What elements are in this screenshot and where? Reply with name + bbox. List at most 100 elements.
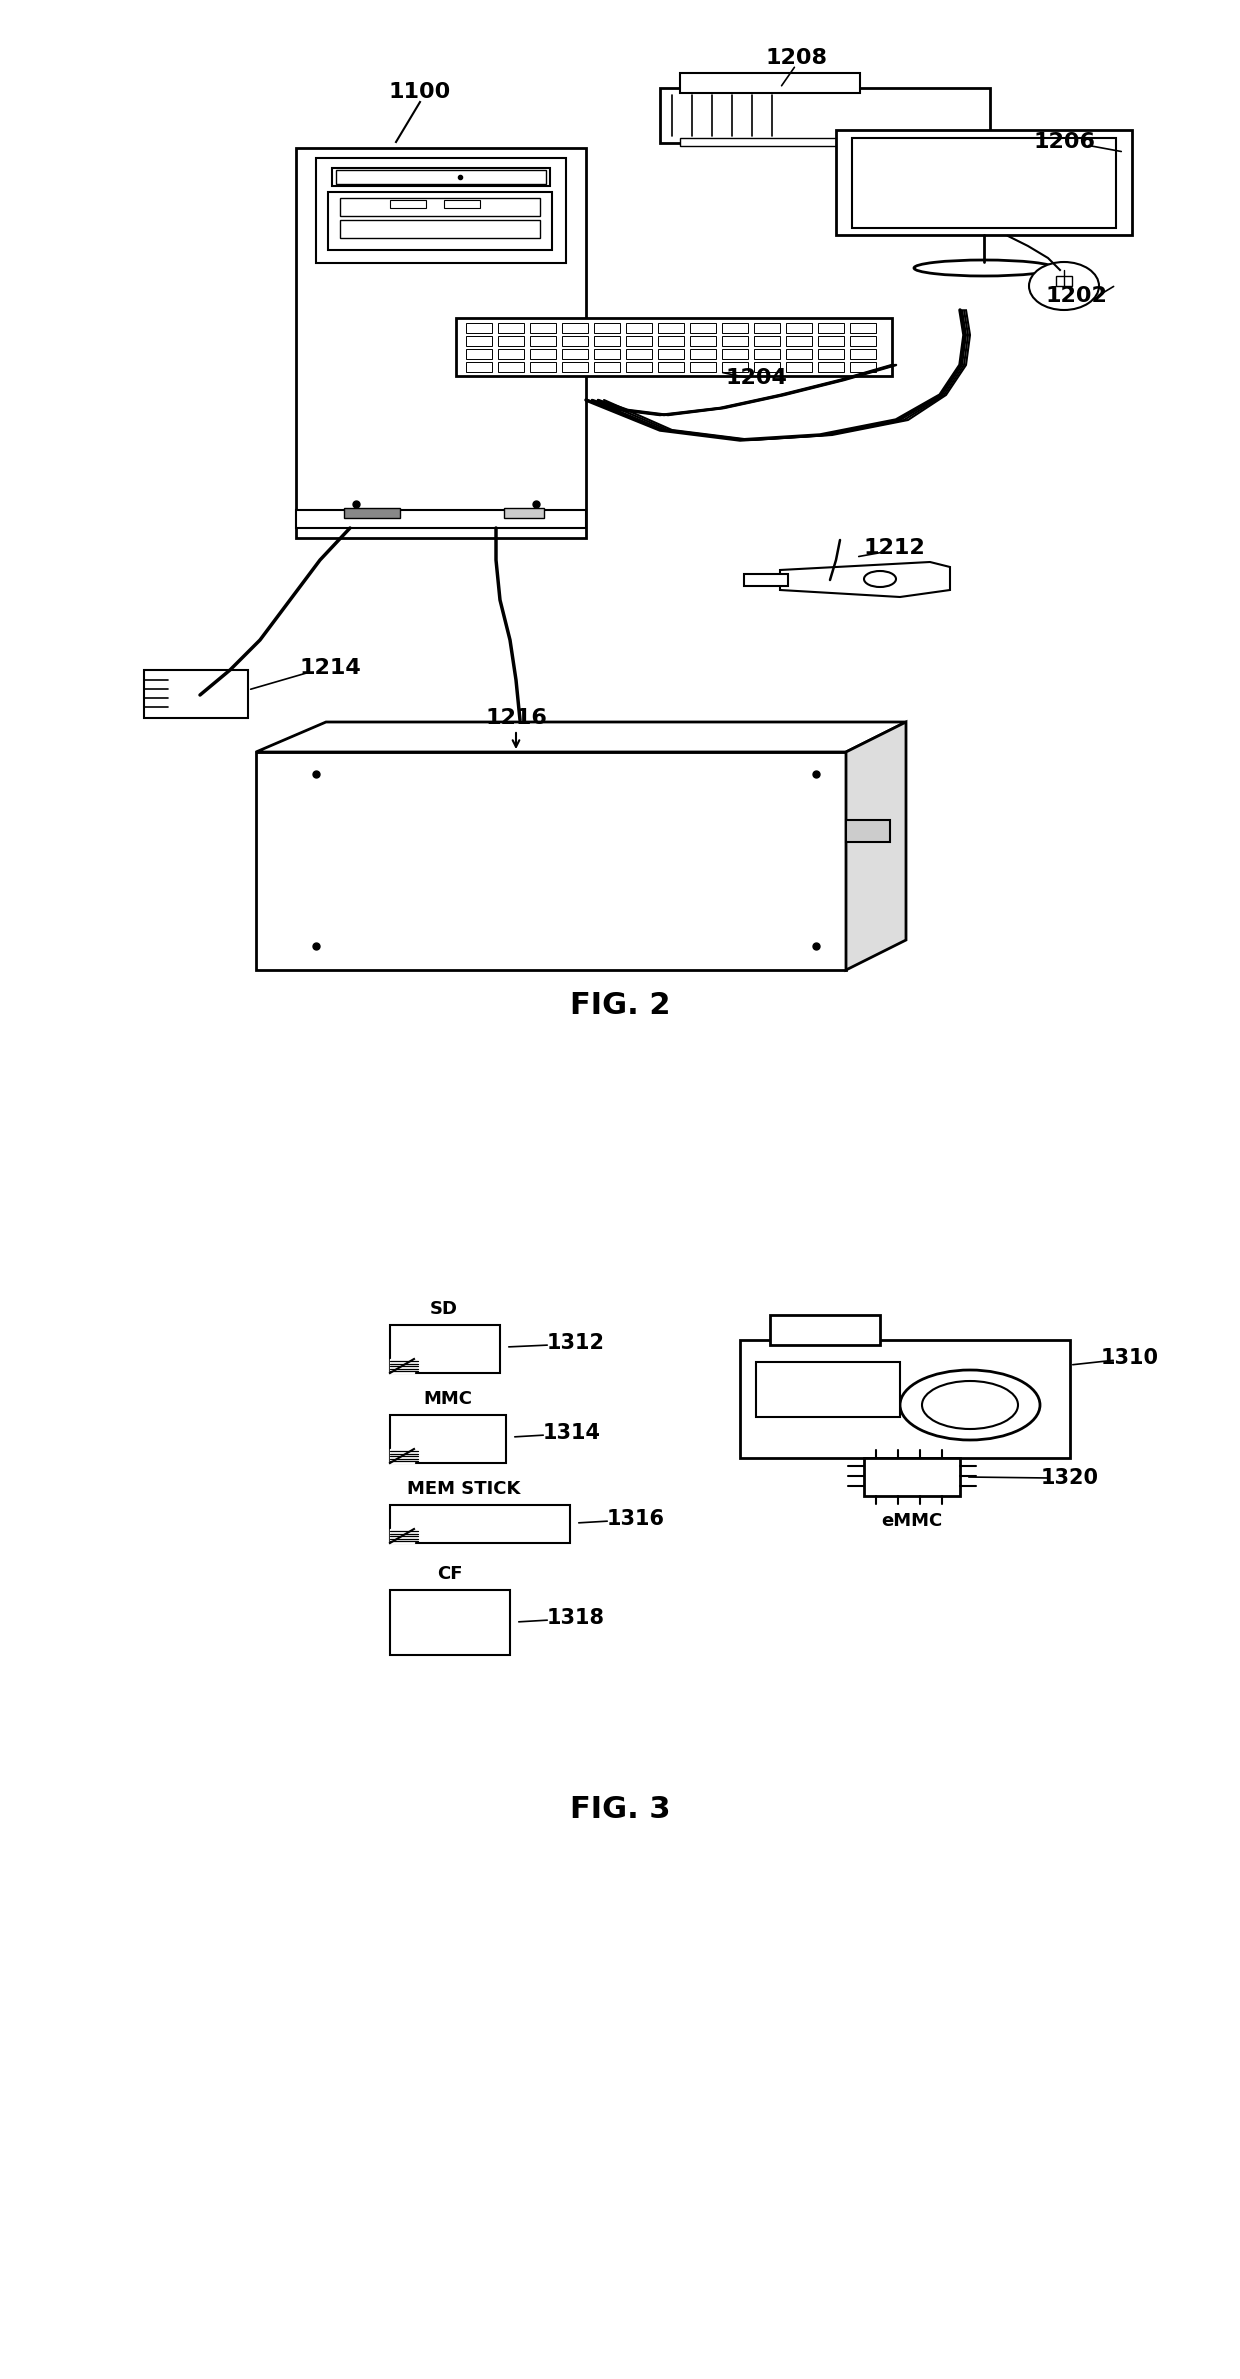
- Text: MEM STICK: MEM STICK: [407, 1480, 521, 1499]
- Bar: [740, 1339, 1070, 1458]
- Bar: [498, 362, 525, 371]
- Bar: [503, 509, 544, 519]
- Text: FIG. 2: FIG. 2: [569, 990, 671, 1021]
- Text: 1206: 1206: [1033, 131, 1095, 152]
- Bar: [626, 362, 652, 371]
- Bar: [296, 147, 587, 538]
- Bar: [562, 350, 588, 359]
- Bar: [594, 324, 620, 333]
- Bar: [594, 362, 620, 371]
- Bar: [255, 752, 846, 971]
- Bar: [849, 350, 875, 359]
- Bar: [818, 324, 844, 333]
- Bar: [562, 324, 588, 333]
- Bar: [786, 350, 812, 359]
- Bar: [391, 1416, 506, 1463]
- Bar: [846, 821, 890, 842]
- Bar: [336, 169, 546, 183]
- Text: 1208: 1208: [765, 48, 827, 69]
- Bar: [754, 324, 780, 333]
- Bar: [680, 138, 861, 145]
- Bar: [391, 1589, 510, 1656]
- Bar: [658, 324, 684, 333]
- Bar: [529, 362, 556, 371]
- Bar: [529, 350, 556, 359]
- Bar: [626, 350, 652, 359]
- Bar: [466, 335, 492, 345]
- Text: 1216: 1216: [485, 709, 547, 728]
- Bar: [391, 200, 427, 207]
- Bar: [466, 362, 492, 371]
- Bar: [786, 335, 812, 345]
- Bar: [754, 335, 780, 345]
- Text: 1310: 1310: [1101, 1349, 1159, 1368]
- Bar: [391, 1325, 500, 1373]
- Bar: [754, 362, 780, 371]
- Bar: [722, 324, 748, 333]
- Bar: [658, 350, 684, 359]
- Bar: [660, 88, 990, 143]
- Bar: [144, 671, 248, 718]
- Bar: [444, 200, 480, 207]
- Bar: [658, 335, 684, 345]
- Bar: [626, 324, 652, 333]
- Ellipse shape: [914, 259, 1054, 276]
- Bar: [852, 138, 1116, 228]
- Bar: [849, 362, 875, 371]
- Bar: [594, 350, 620, 359]
- Bar: [818, 350, 844, 359]
- Bar: [529, 324, 556, 333]
- Text: 1320: 1320: [1042, 1468, 1099, 1487]
- Bar: [658, 362, 684, 371]
- Polygon shape: [391, 1530, 414, 1544]
- Polygon shape: [780, 561, 950, 597]
- Text: 1202: 1202: [1045, 285, 1107, 307]
- Bar: [498, 335, 525, 345]
- Bar: [786, 362, 812, 371]
- Bar: [296, 509, 587, 528]
- Text: 1314: 1314: [543, 1423, 601, 1444]
- Bar: [562, 335, 588, 345]
- Bar: [836, 131, 1132, 236]
- Bar: [466, 350, 492, 359]
- Bar: [626, 335, 652, 345]
- Bar: [391, 1506, 570, 1544]
- Text: 1316: 1316: [608, 1508, 665, 1530]
- Bar: [770, 1316, 880, 1344]
- Bar: [818, 335, 844, 345]
- Bar: [689, 324, 715, 333]
- Text: 1212: 1212: [863, 538, 925, 559]
- Text: FIG. 3: FIG. 3: [569, 1796, 671, 1825]
- Bar: [329, 193, 552, 250]
- Bar: [456, 319, 892, 376]
- Bar: [340, 197, 539, 216]
- Text: 1318: 1318: [547, 1608, 605, 1627]
- Bar: [466, 324, 492, 333]
- Bar: [849, 335, 875, 345]
- Text: SD: SD: [430, 1299, 458, 1318]
- Bar: [529, 335, 556, 345]
- Polygon shape: [391, 1358, 414, 1373]
- Bar: [722, 362, 748, 371]
- Bar: [722, 350, 748, 359]
- Bar: [818, 362, 844, 371]
- Ellipse shape: [1029, 262, 1099, 309]
- Bar: [594, 335, 620, 345]
- Polygon shape: [255, 721, 906, 752]
- Bar: [316, 157, 565, 264]
- Bar: [786, 324, 812, 333]
- Bar: [332, 169, 551, 186]
- Text: 1204: 1204: [725, 369, 787, 388]
- Text: eMMC: eMMC: [882, 1513, 942, 1530]
- Bar: [689, 335, 715, 345]
- Bar: [680, 74, 861, 93]
- Bar: [1056, 276, 1073, 285]
- Text: MMC: MMC: [424, 1389, 472, 1408]
- Text: 1214: 1214: [299, 659, 361, 678]
- Bar: [689, 350, 715, 359]
- Bar: [722, 335, 748, 345]
- Text: 1312: 1312: [547, 1332, 605, 1354]
- Text: CF: CF: [438, 1565, 463, 1582]
- Bar: [340, 219, 539, 238]
- Bar: [756, 1363, 900, 1418]
